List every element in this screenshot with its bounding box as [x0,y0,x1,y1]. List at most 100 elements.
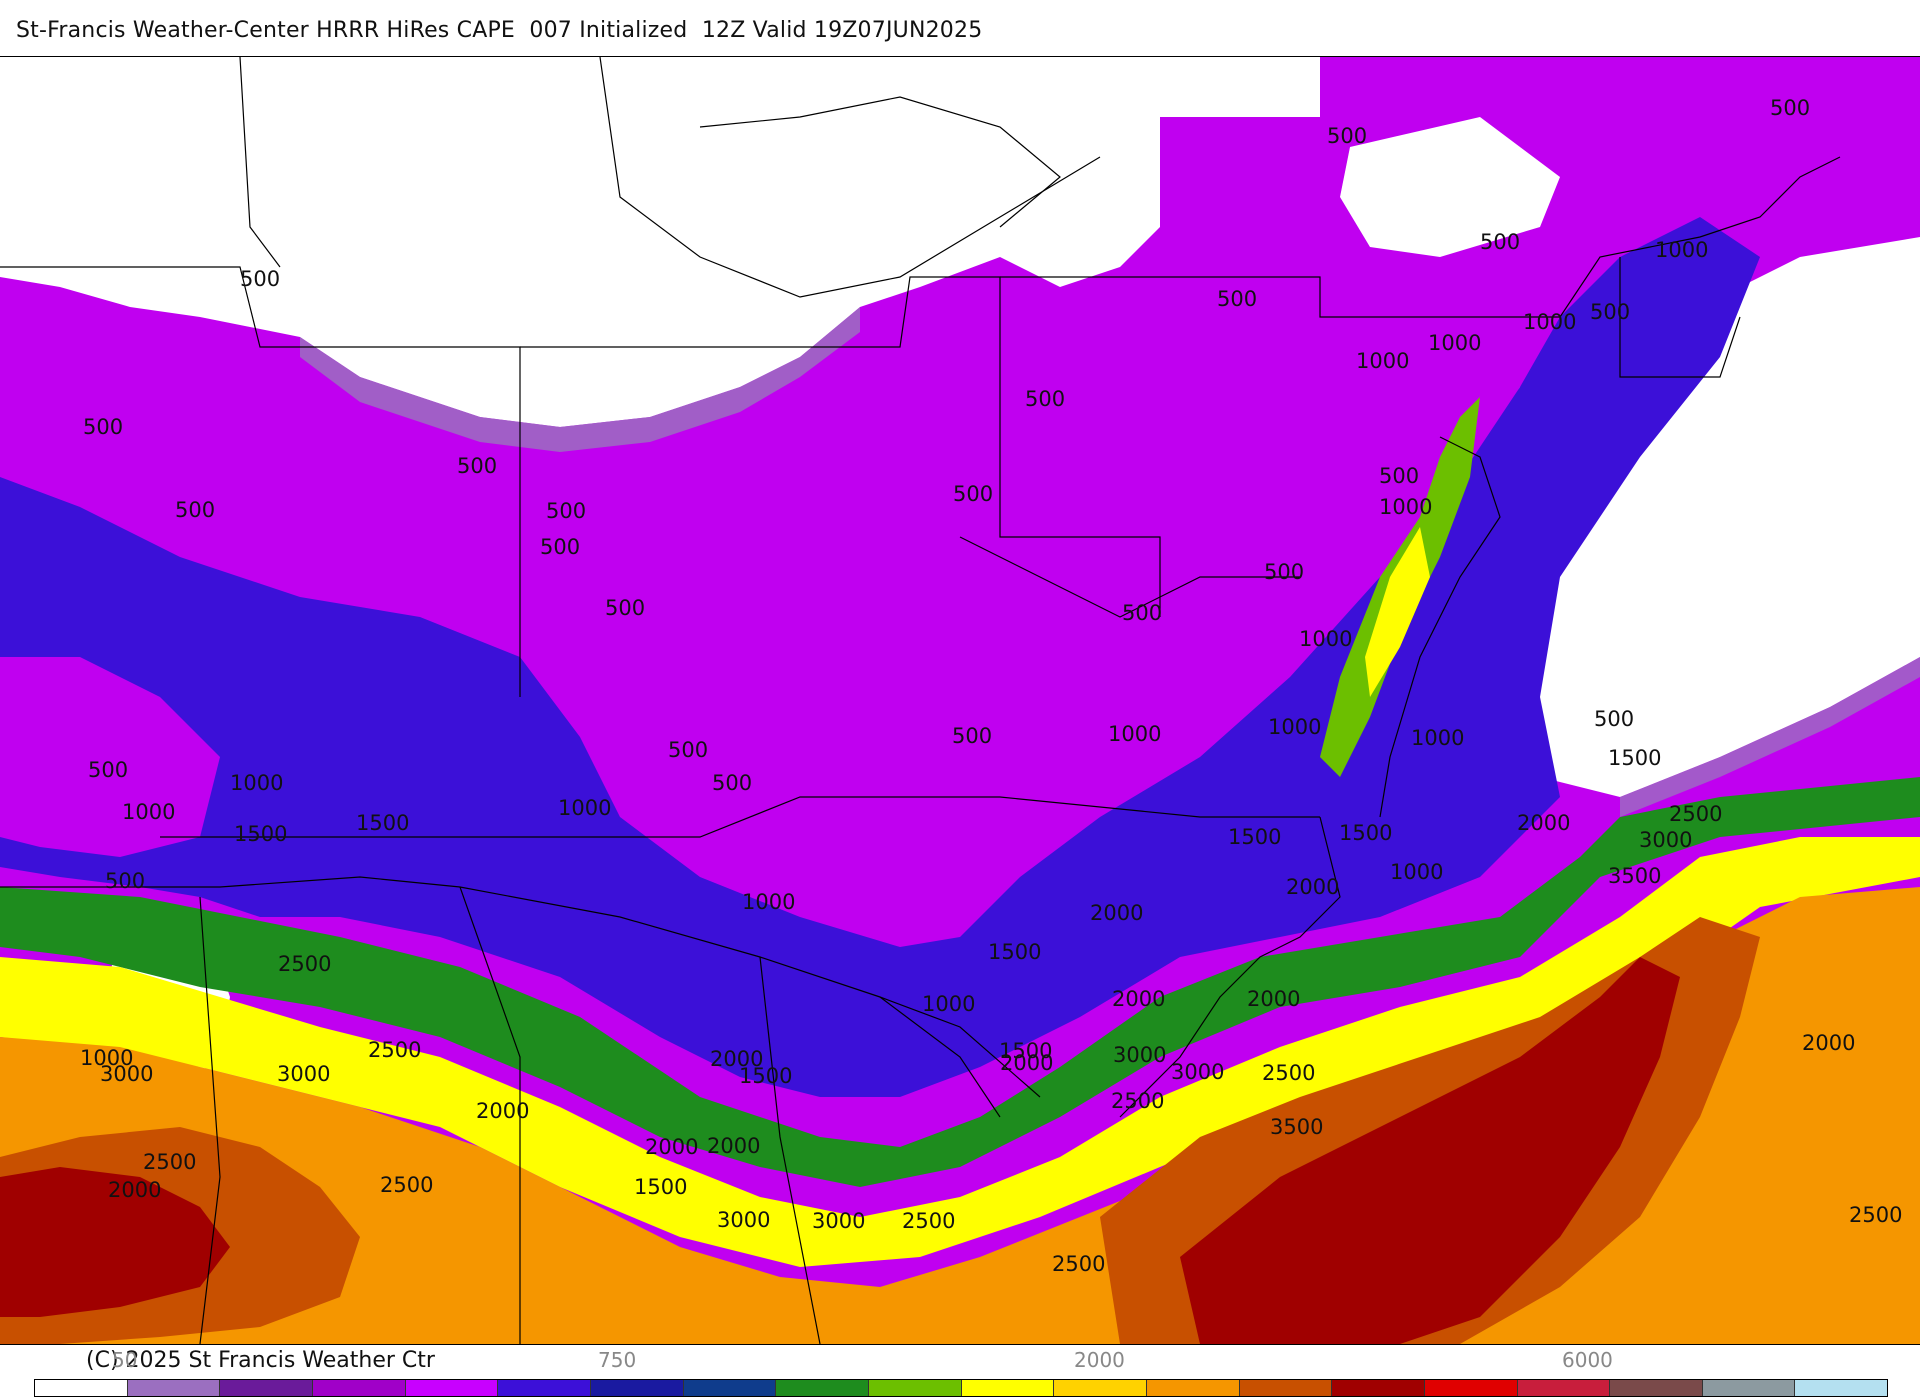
contour-label: 3000 [717,1208,770,1232]
contour-label: 1000 [1268,715,1321,739]
contour-label: 500 [1025,387,1065,411]
copyright-notice: (C) 2025 St Francis Weather Ctr [86,1348,435,1373]
contour-label: 2000 [710,1047,763,1071]
contour-label: 2500 [1052,1252,1105,1276]
contour-label: 2000 [1286,875,1339,899]
colorbar-segment [961,1380,1055,1396]
cape-yellow-band [0,837,1920,1267]
contour-label: 1500 [1339,821,1392,845]
colorbar-segment [1795,1380,1888,1396]
contour-label: 2000 [476,1099,529,1123]
colorbar-segment [1424,1380,1518,1396]
contour-label: 500 [1122,601,1162,625]
contour-label: 2000 [1802,1031,1855,1055]
contour-label: 2500 [1849,1203,1902,1227]
contour-label: 2000 [1247,987,1300,1011]
contour-label: 3000 [100,1062,153,1086]
contour-label: 2500 [368,1038,421,1062]
contour-label: 2000 [1517,811,1570,835]
contour-label: 3000 [277,1062,330,1086]
contour-label: 500 [1217,287,1257,311]
colorbar-segment [220,1380,313,1396]
contour-label: 1000 [1379,495,1432,519]
colorbar-segment [1332,1380,1425,1396]
contour-label: 1500 [988,940,1041,964]
contour-label: 1500 [999,1039,1052,1063]
contour-label: 2500 [380,1173,433,1197]
colorbar-segment [1610,1380,1703,1396]
contour-label: 500 [1327,124,1367,148]
contour-label: 1000 [80,1046,133,1070]
colorbar-segment [498,1380,591,1396]
contour-label: 3500 [1608,864,1661,888]
contour-label: 2500 [278,952,331,976]
state-boundaries [0,57,1841,1344]
colorbar-segment [776,1380,869,1396]
colorbar-label-750: 750 [598,1348,637,1372]
contour-label: 500 [953,482,993,506]
cape-darkred-southwest [0,1167,230,1317]
contour-label: 2500 [902,1209,955,1233]
contour-label: 1000 [558,796,611,820]
contour-label: 1000 [122,800,175,824]
contour-label: 500 [88,758,128,782]
contour-label: 500 [668,738,708,762]
colorbar-segment [868,1380,962,1396]
colorbar-label-left: 50 [112,1348,138,1372]
contour-label: 1500 [356,811,409,835]
colorbar-segment [683,1380,777,1396]
map-title: St-Francis Weather-Center HRRR HiRes CAP… [16,18,983,43]
contour-label: 1500 [1228,825,1281,849]
colorbar-label-right: 6000 [1562,1348,1613,1372]
colorbar-segment [1517,1380,1611,1396]
contour-label: 2500 [1262,1061,1315,1085]
contour-label: 1000 [1356,349,1409,373]
cape-zero-northeast [1340,117,1560,257]
cape-colorbar [34,1379,1888,1397]
cape-map: 500 500 500 500 500 500 500 500 500 500 500 500 500 5… [0,56,1920,1345]
colorbar-segment [1239,1380,1333,1396]
contour-label: 500 [1480,230,1520,254]
colorbar-segment [127,1380,221,1396]
cape-fringe-atlantic [1620,657,1920,817]
contour-label: 2500 [1111,1089,1164,1113]
cape-zero-north [0,57,1320,427]
colorbar-segment [405,1380,499,1396]
contour-label: 2500 [1669,802,1722,826]
contour-label: 500 [1379,464,1419,488]
contour-label: 1000 [1411,726,1464,750]
contour-label: 2500 [143,1150,196,1174]
contour-label: 1500 [234,822,287,846]
contour-label: 2000 [108,1178,161,1202]
colorbar-label-2000: 2000 [1074,1348,1125,1372]
colorbar-segment [1146,1380,1240,1396]
contour-label: 500 [240,267,280,291]
contour-label: 3000 [1639,828,1692,852]
cape-darkred-core [1180,957,1680,1344]
contour-label: 500 [546,499,586,523]
colorbar-segment [590,1380,684,1396]
colorbar-segment [1054,1380,1147,1396]
colorbar-segment [312,1380,406,1396]
contour-label: 3000 [1171,1060,1224,1084]
cape-fringe-north [300,307,860,452]
contour-label: 1000 [1428,331,1481,355]
contour-label: 1000 [1523,310,1576,334]
contour-label: 500 [1264,560,1304,584]
contour-label: 500 [1770,96,1810,120]
contour-label: 1500 [1608,746,1661,770]
contour-label: 1000 [1108,722,1161,746]
contour-label: 1000 [1299,627,1352,651]
contour-label: 500 [540,535,580,559]
contour-label: 1500 [634,1175,687,1199]
contour-label: 500 [952,724,992,748]
contour-label: 2000 [1112,987,1165,1011]
contour-label: 2000 [707,1134,760,1158]
contour-label: 500 [712,771,752,795]
contour-label: 2000 [1000,1051,1053,1075]
contour-label: 500 [105,869,145,893]
contour-label: 1000 [1655,238,1708,262]
contour-label: 500 [83,415,123,439]
